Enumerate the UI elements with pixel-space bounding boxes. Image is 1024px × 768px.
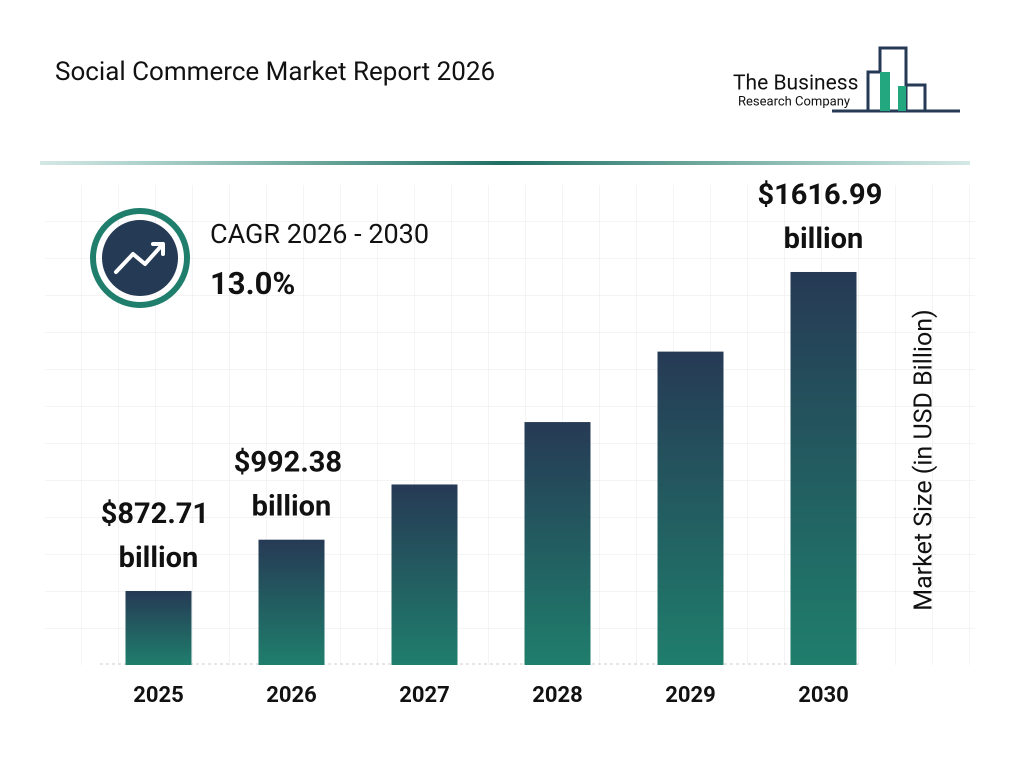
value-label-line: $1616.99 xyxy=(757,178,889,212)
cagr-label: CAGR 2026 - 2030 xyxy=(210,218,429,250)
bar xyxy=(657,351,724,665)
x-tick-label: 2026 xyxy=(266,683,317,708)
header-rule xyxy=(40,161,970,165)
cagr-badge xyxy=(90,208,190,308)
chart-title: Social Commerce Market Report 2026 xyxy=(55,57,495,87)
bar xyxy=(391,484,458,665)
value-label-line: billion xyxy=(252,489,332,523)
y-axis-label: Market Size (in USD Billion) xyxy=(910,309,939,611)
x-tick-label: 2025 xyxy=(133,683,184,708)
value-label-line: $872.71 xyxy=(101,497,216,531)
bar xyxy=(790,271,857,665)
value-label-line: billion xyxy=(119,541,199,575)
value-label: $1616.99 billion xyxy=(757,178,889,256)
x-tick-label: 2027 xyxy=(399,683,450,708)
bar xyxy=(524,422,591,665)
value-label-line: billion xyxy=(784,222,864,256)
logo-line1: The Business xyxy=(733,72,858,96)
x-tick-label: 2029 xyxy=(665,683,716,708)
value-label: $992.38 billion xyxy=(234,445,349,523)
value-label-line: $992.38 xyxy=(234,445,349,479)
x-tick-label: 2030 xyxy=(798,683,849,708)
logo: The Business Research Company xyxy=(733,46,960,113)
cagr-value: 13.0% xyxy=(210,265,295,302)
logo-line2: Research Company xyxy=(738,94,850,109)
bar xyxy=(125,590,192,665)
x-tick-label: 2028 xyxy=(532,683,583,708)
value-label: $872.71 billion xyxy=(101,497,216,575)
bar xyxy=(258,539,325,665)
